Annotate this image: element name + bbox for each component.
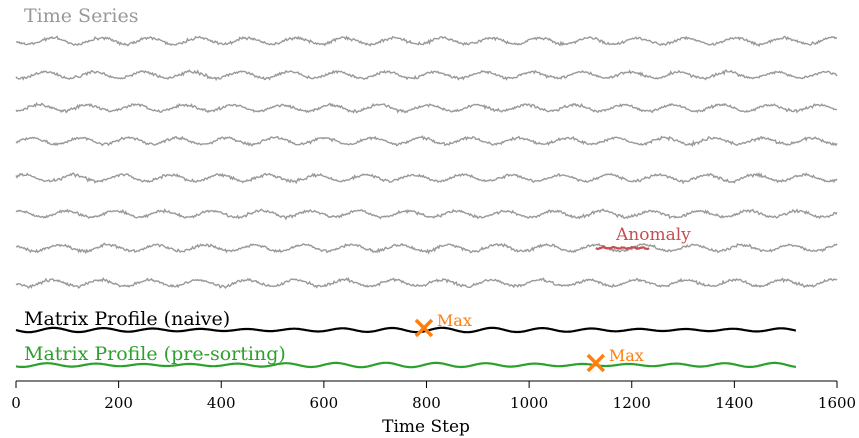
time-series-line [15,172,838,185]
time-series-line [15,276,838,290]
x-tick-label: 0 [11,394,21,412]
anomaly-label: Anomaly [615,225,691,245]
matrix-profile-group: Matrix Profile (naive) Matrix Profile (p… [15,308,797,373]
max-label: Max [609,346,644,365]
x-tick-label: 1600 [818,394,856,412]
x-tick-label: 1200 [613,394,651,412]
time-series-line [15,135,838,148]
x-tick-label: 400 [207,394,236,412]
x-tick-label: 600 [310,394,339,412]
anomaly-segment [595,245,650,251]
x-tick-label: 1000 [510,394,548,412]
x-axis-label: Time Step [382,417,470,437]
matrix-profile-line [15,361,797,369]
profile-presorting-label: Matrix Profile (pre-sorting) [24,343,286,365]
profile-naive-label: Matrix Profile (naive) [24,308,230,330]
time-series-line [15,35,838,48]
x-axis: 0 200 400 600 800 1000 1200 1400 1600 [11,380,856,412]
time-series-label: Time Series [24,5,138,27]
max-marker [586,353,606,373]
matrix-profile-line [15,326,797,334]
time-series-line [15,208,838,221]
max-label: Max [437,311,472,330]
time-series-line [15,242,838,255]
anomaly-group: Anomaly [595,225,691,251]
time-series-line [15,69,838,82]
max-marker [414,318,434,338]
time-series-group [15,35,838,290]
time-series-line [15,102,838,114]
x-tick-label: 200 [104,394,133,412]
x-tick-label: 800 [412,394,441,412]
x-tick-label: 1400 [715,394,753,412]
